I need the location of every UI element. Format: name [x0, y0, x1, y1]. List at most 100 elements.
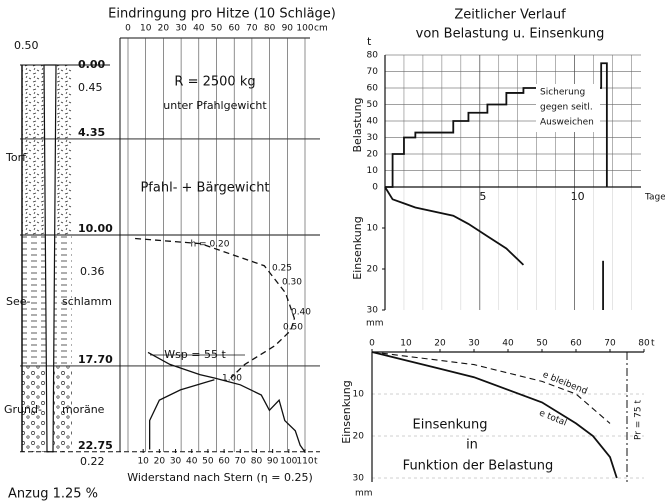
x-unit: cm	[314, 24, 328, 34]
series-line	[149, 379, 215, 450]
x2-unit: t	[314, 457, 318, 467]
series-line	[147, 351, 306, 453]
x2-tick-label: 50	[202, 457, 214, 467]
depth-label: 10.00	[78, 222, 113, 235]
layer-label: Torf	[5, 151, 27, 164]
load-limit-label: Pr = 75 t	[634, 399, 644, 440]
annotation: 0.50	[283, 323, 303, 333]
y-tick-label: 20	[353, 432, 365, 442]
series-line	[371, 351, 611, 424]
y-tick-label: 50	[367, 100, 379, 110]
depth-label: 22.75	[78, 439, 113, 452]
y-tick-label: 40	[367, 117, 379, 127]
y-axis-label: Belastung	[351, 97, 364, 152]
x-tick-label: 10	[140, 24, 152, 34]
x-tick-label: 5	[479, 190, 486, 203]
annotation: 1.00	[222, 374, 242, 384]
chart-subtitle: von Belastung u. Einsenkung	[416, 27, 605, 42]
x-tick-label: 70	[604, 339, 616, 349]
x2-tick-label: 30	[170, 457, 182, 467]
x-tick-label: 70	[246, 24, 258, 34]
x-tick-label: 50	[211, 24, 223, 34]
x2-tick-label: 10	[137, 457, 149, 467]
depth-label: 17.70	[78, 353, 113, 366]
annotation: h = 0.20	[190, 240, 229, 250]
diameter-label: 0.45	[78, 81, 103, 94]
x-tick-label: 100	[296, 24, 313, 34]
x-tick-label: 40	[193, 24, 205, 34]
depth-label: 0.00	[78, 58, 105, 71]
x-tick-label: 20	[158, 24, 170, 34]
annotation: Sicherung	[540, 88, 585, 98]
x-axis-label: Tage	[644, 193, 665, 203]
chart-title: Zeitlicher Verlauf	[454, 8, 566, 23]
x-tick-label: 60	[570, 339, 582, 349]
depth-label: 4.35	[78, 126, 105, 139]
x-tick-label: 0	[125, 24, 131, 34]
annotation-box	[536, 84, 600, 132]
y-axis-label: Einsenkung	[340, 380, 353, 443]
x2-tick-label: 20	[154, 457, 166, 467]
diameter-label: 0.22	[80, 455, 105, 468]
x2-tick-label: 40	[186, 457, 198, 467]
y-tick-label: 10	[367, 166, 379, 176]
x-tick-label: 30	[175, 24, 187, 34]
x-tick-label: 90	[282, 24, 294, 34]
annotation: Ausweichen	[540, 118, 594, 128]
y2-tick-label: 30	[367, 306, 379, 316]
annotation: Einsenkung	[413, 418, 488, 433]
diameter-label: 0.36	[80, 265, 105, 278]
annotation: gegen seitl.	[540, 103, 593, 113]
annotation: R = 2500 kg	[174, 75, 255, 90]
x2-tick-label: 70	[235, 457, 247, 467]
layer-label: See-	[6, 295, 31, 308]
y-tick-label: 0	[372, 183, 378, 193]
y2-tick-label: 10	[367, 224, 379, 234]
series-line	[384, 186, 525, 266]
x-axis-label: Widerstand nach Stern (η = 0.25)	[127, 471, 313, 484]
x2-tick-label: 90	[267, 457, 279, 467]
x-tick-label: 20	[434, 339, 446, 349]
y-tick-label: 70	[367, 67, 379, 77]
annotation: unter Pfahlgewicht	[163, 99, 267, 112]
chart-title: Eindringung pro Hitze (10 Schläge)	[108, 7, 336, 22]
y-unit: mm	[355, 489, 373, 499]
x2-tick-label: 100	[280, 457, 297, 467]
x-tick-label: 80	[638, 339, 650, 349]
x-unit: t	[651, 339, 655, 349]
y-tick-label: 30	[353, 474, 365, 484]
series-line	[135, 237, 296, 379]
x2-tick-label: 110	[296, 457, 313, 467]
x-tick-label: 0	[369, 339, 375, 349]
y-tick-label: 20	[367, 150, 379, 160]
annotation: Funktion der Belastung	[403, 459, 554, 474]
x2-tick-label: 80	[251, 457, 263, 467]
annotation: 0.30	[282, 278, 302, 288]
x-tick-label: 30	[468, 339, 480, 349]
y-tick-label: 60	[367, 84, 379, 94]
annotation: in	[466, 438, 478, 453]
y-tick-label: 30	[367, 133, 379, 143]
y2-axis-label: Einsenkung	[351, 216, 364, 279]
x-tick-label: 10	[400, 339, 412, 349]
layer-label: moräne	[62, 403, 105, 416]
x-tick-label: 40	[502, 339, 514, 349]
y2-unit: mm	[366, 319, 384, 329]
y-tick-label: 80	[367, 51, 379, 61]
series-line	[371, 351, 618, 479]
y2-tick-label: 20	[367, 265, 379, 275]
x-tick-label: 10	[571, 190, 585, 203]
layer-label: schlamm	[62, 295, 112, 308]
annotation: 0.25	[272, 264, 292, 274]
annotation: Wsp = 55 t	[164, 348, 226, 361]
x-tick-label: 60	[228, 24, 240, 34]
x2-tick-label: 60	[218, 457, 230, 467]
y-unit: t	[367, 35, 372, 48]
x-tick-label: 80	[264, 24, 276, 34]
layer-label: Grund-	[4, 403, 42, 416]
diameter-label: 0.50	[14, 39, 39, 52]
